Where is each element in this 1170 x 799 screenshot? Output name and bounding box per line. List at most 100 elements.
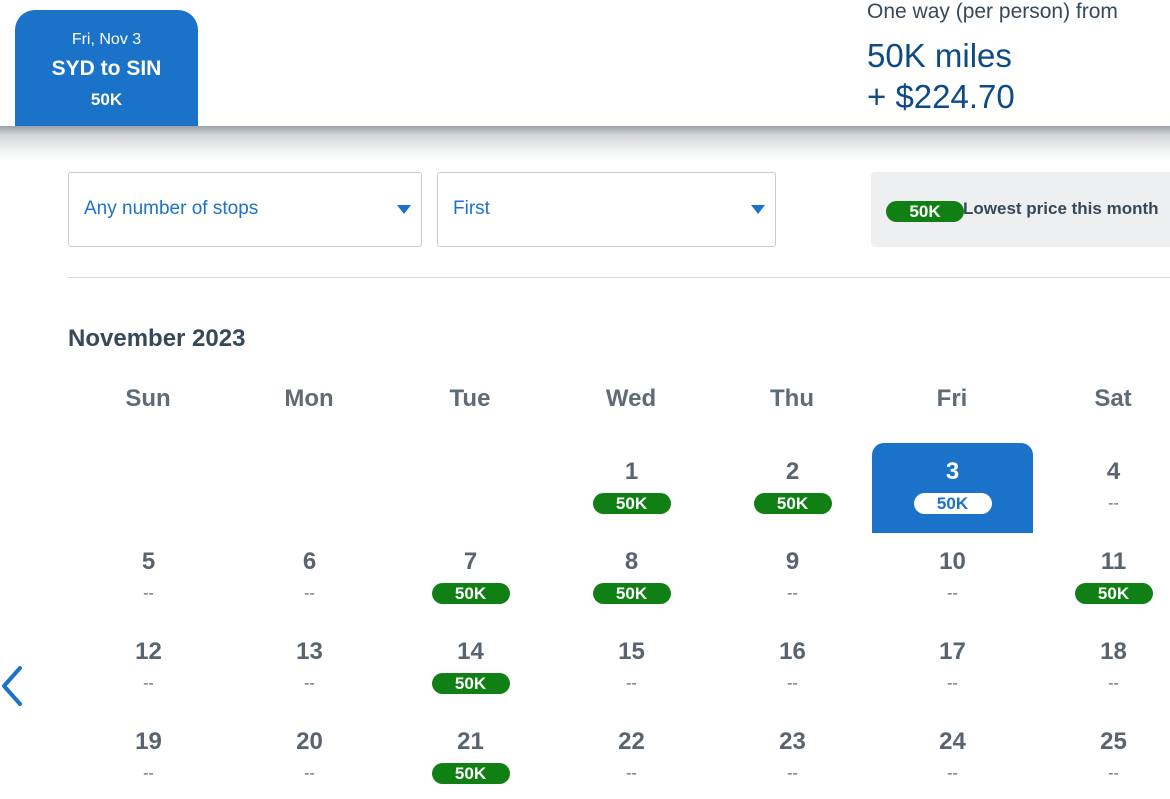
calendar-day-20[interactable]: 20 --	[229, 713, 390, 799]
fare-label: One way (per person) from	[867, 0, 1118, 23]
calendar-day-19[interactable]: 19 --	[68, 713, 229, 799]
day-number: 9	[785, 548, 800, 575]
divider	[68, 277, 1170, 278]
no-price-text: --	[947, 765, 958, 782]
calendar-day-18[interactable]: 18 --	[1033, 623, 1170, 713]
calendar-day-25[interactable]: 25 --	[1033, 713, 1170, 799]
day-number: 1	[624, 458, 639, 485]
day-number: 3	[945, 458, 960, 485]
previous-month-button[interactable]	[0, 664, 30, 708]
day-number: 12	[135, 638, 162, 665]
chevron-left-icon	[2, 666, 22, 706]
day-price-slot: --	[712, 673, 873, 694]
day-price-slot: --	[872, 673, 1033, 694]
weekday-sat: Sat	[1094, 385, 1132, 412]
no-price-text: --	[947, 585, 958, 602]
header: Fri, Nov 3 SYD to SIN 50K One way (per p…	[0, 0, 1170, 128]
calendar-day-14[interactable]: 14 50K	[390, 623, 551, 713]
calendar-day-1[interactable]: 1 50K	[551, 443, 712, 533]
day-price-slot: 50K	[1033, 583, 1170, 604]
day-price-slot: 50K	[551, 583, 712, 604]
day-price-slot: --	[229, 673, 390, 694]
calendar-day-6[interactable]: 6 --	[229, 533, 390, 623]
price-pill: 50K	[592, 493, 671, 514]
price-pill: 50K	[431, 763, 510, 784]
weekday-wed: Wed	[605, 385, 657, 412]
lowest-price-legend: 50K Lowest price this month	[871, 172, 1170, 247]
calendar-day-7[interactable]: 7 50K	[390, 533, 551, 623]
day-price-slot: --	[712, 763, 873, 784]
calendar-day-17[interactable]: 17 --	[872, 623, 1033, 713]
day-price-slot: --	[551, 673, 712, 694]
calendar-day-15[interactable]: 15 --	[551, 623, 712, 713]
fare-miles: 50K miles	[867, 37, 1012, 74]
day-price-slot: 50K	[712, 493, 873, 514]
stops-dropdown[interactable]: Any number of stops	[68, 172, 422, 247]
weekday-fri: Fri	[936, 385, 968, 412]
calendar-day-21[interactable]: 21 50K	[390, 713, 551, 799]
calendar-day-10[interactable]: 10 --	[872, 533, 1033, 623]
day-number: 14	[457, 638, 484, 665]
day-price-slot: --	[229, 583, 390, 604]
stops-dropdown-value: Any number of stops	[84, 198, 259, 219]
header-shadow	[0, 126, 1170, 162]
no-price-text: --	[787, 585, 798, 602]
day-price-slot: --	[872, 583, 1033, 604]
day-price-slot: 50K	[390, 763, 551, 784]
fare-cash: + $224.70	[867, 78, 1015, 115]
day-price-slot: --	[1033, 493, 1170, 514]
month-title: November 2023	[68, 325, 246, 352]
calendar-day-4[interactable]: 4 --	[1033, 443, 1170, 533]
no-price-text: --	[304, 675, 315, 692]
day-number: 6	[302, 548, 317, 575]
day-number: 7	[463, 548, 478, 575]
weekday-tue: Tue	[449, 385, 491, 412]
calendar-day-5[interactable]: 5 --	[68, 533, 229, 623]
calendar-day-13[interactable]: 13 --	[229, 623, 390, 713]
calendar-day-12[interactable]: 12 --	[68, 623, 229, 713]
cabin-dropdown[interactable]: First	[437, 172, 776, 247]
trip-tab[interactable]: Fri, Nov 3 SYD to SIN 50K	[15, 10, 198, 128]
calendar-day-24[interactable]: 24 --	[872, 713, 1033, 799]
calendar-day-8[interactable]: 8 50K	[551, 533, 712, 623]
no-price-text: --	[304, 585, 315, 602]
calendar-day-11[interactable]: 11 50K	[1033, 533, 1170, 623]
day-number: 24	[939, 728, 966, 755]
calendar-day-16[interactable]: 16 --	[712, 623, 873, 713]
weekday-thu: Thu	[770, 385, 814, 412]
day-number: 2	[785, 458, 800, 485]
price-pill: 50K	[592, 583, 671, 604]
day-number: 23	[779, 728, 806, 755]
calendar-day-23[interactable]: 23 --	[712, 713, 873, 799]
day-number: 5	[141, 548, 156, 575]
day-number: 22	[618, 728, 645, 755]
trip-route: SYD to SIN	[51, 57, 162, 80]
day-price-slot: --	[68, 583, 229, 604]
price-pill: 50K	[1074, 583, 1153, 604]
trip-date: Fri, Nov 3	[71, 31, 142, 48]
day-number: 25	[1100, 728, 1127, 755]
day-number: 20	[296, 728, 323, 755]
day-price-slot: --	[68, 673, 229, 694]
calendar-day-2[interactable]: 2 50K	[712, 443, 873, 533]
no-price-text: --	[626, 765, 637, 782]
no-price-text: --	[143, 585, 154, 602]
calendar-day-3[interactable]: 3 50K	[872, 443, 1033, 533]
fare-summary: One way (per person) from 50K miles + $2…	[867, 0, 1170, 117]
no-price-text: --	[787, 675, 798, 692]
day-price-slot: 50K	[872, 493, 1033, 514]
day-number: 10	[939, 548, 966, 575]
day-number: 21	[457, 728, 484, 755]
day-price-slot: --	[551, 763, 712, 784]
day-price-slot: --	[1033, 763, 1170, 784]
cabin-dropdown-value: First	[453, 198, 490, 219]
day-number: 13	[296, 638, 323, 665]
day-number: 11	[1100, 548, 1127, 575]
price-pill: 50K	[753, 493, 832, 514]
calendar-day-9[interactable]: 9 --	[712, 533, 873, 623]
no-price-text: --	[143, 765, 154, 782]
calendar-day-22[interactable]: 22 --	[551, 713, 712, 799]
price-pill: 50K	[913, 493, 992, 514]
day-number: 16	[779, 638, 806, 665]
price-pill: 50K	[431, 673, 510, 694]
